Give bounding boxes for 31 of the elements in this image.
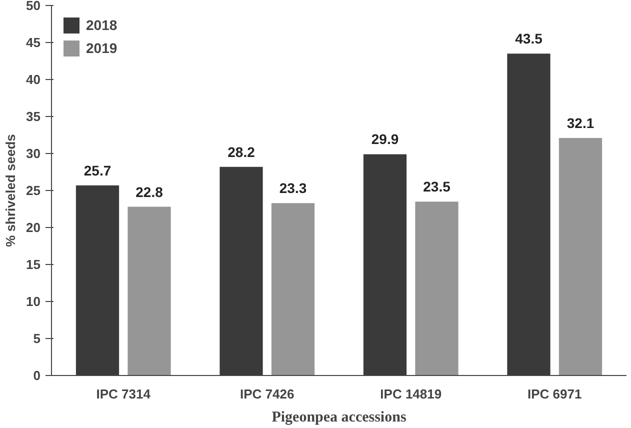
data-label: 22.8 [136, 184, 164, 200]
data-label: 25.7 [84, 162, 112, 178]
data-label: 29.9 [371, 131, 399, 148]
x-tick-label: IPC 7426 [240, 386, 294, 402]
data-label: 43.5 [515, 30, 543, 47]
bar [558, 138, 602, 376]
y-tick-label: 25 [26, 183, 41, 198]
y-tick-label: 20 [26, 220, 41, 235]
data-label: 32.1 [566, 114, 594, 131]
y-tick-label: 45 [26, 35, 41, 50]
data-label: 23.3 [279, 180, 307, 196]
bar [271, 203, 315, 376]
bar [415, 202, 458, 376]
y-tick-label: 0 [33, 368, 41, 383]
y-tick-label: 10 [26, 294, 41, 309]
y-tick-label: 5 [33, 331, 41, 346]
x-tick-label: IPC 6971 [528, 386, 582, 402]
x-tick-label: IPC 14819 [380, 386, 442, 402]
y-tick-label: 30 [26, 146, 41, 161]
bar [128, 206, 171, 376]
y-tick-label: 50 [26, 0, 41, 13]
y-tick-label: 15 [26, 257, 41, 272]
data-label: 28.2 [228, 144, 256, 160]
legend-label: 2018 [86, 17, 118, 33]
x-axis-title: Pigeonpea accessions [272, 410, 406, 426]
y-tick-label: 40 [26, 72, 41, 87]
legend-label: 2019 [86, 40, 118, 56]
y-axis-title: % shriveled seeds [3, 134, 18, 247]
x-tick-label: IPC 7314 [96, 386, 152, 402]
y-tick-label: 35 [26, 109, 41, 124]
data-label: 23.5 [423, 178, 451, 195]
